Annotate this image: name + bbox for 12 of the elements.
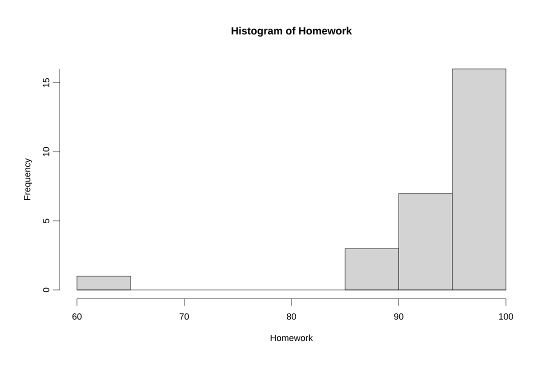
y-tick-label: 5 (43, 218, 50, 224)
x-tick-label: 70 (180, 313, 189, 320)
x-tick-label: 80 (286, 313, 296, 320)
y-tick-label: 15 (43, 78, 50, 88)
x-axis-title: Homework (270, 334, 313, 342)
x-tick-label: 100 (499, 313, 514, 320)
y-tick-label: 0 (42, 288, 50, 292)
chart-title: Histogram of Homework (232, 26, 352, 37)
x-tick-label: 60 (72, 313, 82, 320)
y-tick-label: 10 (42, 147, 50, 156)
x-tick-label: 90 (394, 313, 404, 320)
y-axis-title: Frequency (24, 158, 32, 200)
